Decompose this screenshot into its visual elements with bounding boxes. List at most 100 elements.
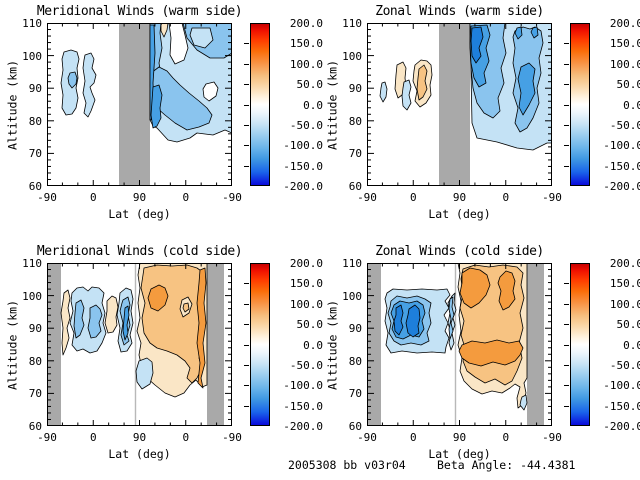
contour-region-m3 bbox=[517, 62, 536, 116]
contour-region-m1 bbox=[519, 394, 528, 411]
y-axis-title: Altitude (km) bbox=[325, 300, 340, 391]
colorbar-label: -200.0 bbox=[603, 420, 640, 433]
colorbar-label: -200.0 bbox=[283, 180, 323, 193]
colorbar-label: 100.0 bbox=[289, 57, 323, 71]
contour-region-m1 bbox=[189, 27, 214, 49]
colorbar-tick bbox=[564, 303, 569, 305]
contour-region-p3 bbox=[497, 270, 516, 311]
x-tick-label: 0 bbox=[89, 191, 97, 204]
x-tick-label: -90 bbox=[37, 191, 57, 204]
contour-plot-area bbox=[367, 263, 552, 426]
x-tick-label: -90 bbox=[222, 431, 242, 444]
colorbar-label: 100.0 bbox=[609, 57, 640, 71]
contour-region-p3 bbox=[459, 267, 491, 309]
y-tick-label: 110 bbox=[342, 17, 362, 30]
colorbar-label: 150.0 bbox=[609, 37, 640, 51]
no-data-band bbox=[527, 263, 544, 426]
colorbar-tick bbox=[244, 364, 249, 366]
colorbar-tick bbox=[564, 364, 569, 366]
colorbar-label: -50.0 bbox=[289, 118, 323, 132]
x-tick-label: 90 bbox=[132, 431, 147, 444]
contour-region-p2 bbox=[182, 302, 190, 313]
panel-title: Zonal Winds (cold side) bbox=[375, 244, 544, 259]
colorbar-tick bbox=[244, 124, 249, 126]
x-tick-label: 0 bbox=[502, 431, 510, 444]
colorbar-label: 50.0 bbox=[296, 318, 324, 332]
colorbar-label: 50.0 bbox=[616, 318, 640, 332]
contour-region-p3 bbox=[196, 267, 207, 389]
no-data-band bbox=[119, 23, 150, 186]
y-tick-label: 110 bbox=[22, 257, 42, 270]
x-tick-label: -90 bbox=[542, 431, 562, 444]
colorbar-tick bbox=[564, 405, 569, 407]
colorbar-tick bbox=[564, 104, 569, 106]
contour-region-m3 bbox=[530, 26, 539, 39]
colorbar-label: 200.0 bbox=[289, 17, 323, 30]
colorbar-label: -200.0 bbox=[283, 420, 323, 433]
contour-region-m3 bbox=[150, 84, 163, 129]
x-axis-title: Lat (deg) bbox=[108, 207, 171, 221]
contour-region-m3 bbox=[122, 305, 130, 341]
y-tick-label: 70 bbox=[348, 387, 362, 401]
contour-region-w bbox=[168, 23, 189, 65]
colorbar-label: -150.0 bbox=[283, 399, 323, 413]
contour-region-m3 bbox=[514, 26, 523, 40]
colorbar-label: -150.0 bbox=[603, 399, 640, 413]
x-tick-label: 0 bbox=[89, 431, 97, 444]
x-axis-title: Lat (deg) bbox=[108, 447, 171, 461]
panel-title: Meridional Winds (warm side) bbox=[36, 4, 243, 19]
colorbar-label: 50.0 bbox=[616, 78, 640, 92]
colorbar-label: -150.0 bbox=[283, 159, 323, 173]
colorbar-tick bbox=[244, 84, 249, 86]
colorbar-label: 200.0 bbox=[609, 257, 640, 270]
axes-frame bbox=[47, 263, 232, 426]
colorbar-label: -100.0 bbox=[603, 379, 640, 393]
colorbar bbox=[570, 23, 590, 186]
contour-region-m2 bbox=[67, 71, 78, 89]
colorbar-label: 50.0 bbox=[296, 78, 324, 92]
colorbar-label: -50.0 bbox=[609, 358, 640, 372]
panel-title: Zonal Winds (warm side) bbox=[375, 4, 544, 19]
colorbar-tick bbox=[564, 344, 569, 346]
colorbar-label: -150.0 bbox=[603, 159, 640, 173]
colorbar-label: -100.0 bbox=[603, 139, 640, 153]
contour-region-m4 bbox=[405, 304, 421, 338]
panel-title: Meridional Winds (cold side) bbox=[36, 244, 243, 259]
colorbar-label: -50.0 bbox=[609, 118, 640, 132]
colorbar-tick bbox=[244, 43, 249, 45]
contour-plot-area bbox=[47, 23, 232, 186]
x-tick-label: -90 bbox=[542, 191, 562, 204]
colorbar-label: 200.0 bbox=[609, 17, 640, 30]
contour-region-m2 bbox=[87, 304, 103, 339]
colorbar-tick bbox=[564, 43, 569, 45]
colorbar-tick bbox=[564, 385, 569, 387]
colorbar-label: -200.0 bbox=[603, 180, 640, 193]
footer-beta-angle: Beta Angle: -44.4381 bbox=[437, 458, 576, 472]
x-tick-label: 0 bbox=[409, 191, 417, 204]
contour-region-p3 bbox=[147, 284, 169, 312]
colorbar-label: 0.0 bbox=[303, 98, 323, 112]
x-tick-label: -90 bbox=[37, 431, 57, 444]
y-tick-label: 100 bbox=[342, 289, 362, 303]
colorbar-label: -100.0 bbox=[283, 379, 323, 393]
footer-run-id: 2005308 bb v03r04 bbox=[288, 458, 406, 472]
x-tick-label: 0 bbox=[502, 191, 510, 204]
colorbar-label: 100.0 bbox=[609, 297, 640, 311]
contour-region-m1 bbox=[82, 52, 97, 118]
y-axis-title: Altitude (km) bbox=[5, 300, 20, 391]
x-tick-label: 90 bbox=[452, 431, 467, 444]
contour-region-m1 bbox=[379, 81, 388, 103]
y-axis-title: Altitude (km) bbox=[325, 60, 340, 151]
colorbar-label: 0.0 bbox=[623, 98, 640, 112]
contour-region-m1 bbox=[135, 357, 154, 390]
contour-region-p1 bbox=[104, 295, 119, 334]
colorbar bbox=[250, 23, 270, 186]
x-tick-label: -90 bbox=[357, 431, 377, 444]
y-tick-label: 90 bbox=[28, 322, 42, 336]
colorbar-tick bbox=[244, 303, 249, 305]
y-axis-title: Altitude (km) bbox=[5, 60, 20, 151]
x-tick-label: 90 bbox=[452, 191, 467, 204]
y-tick-label: 70 bbox=[348, 147, 362, 161]
contour-region-p1 bbox=[60, 289, 71, 356]
